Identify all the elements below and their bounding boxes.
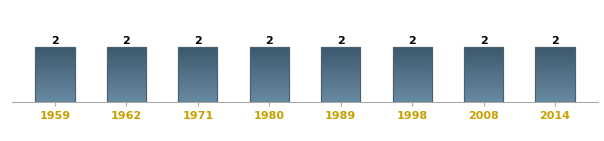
Bar bbox=[321, 47, 361, 102]
Text: 2: 2 bbox=[51, 36, 59, 46]
Text: 2: 2 bbox=[408, 36, 416, 46]
Bar bbox=[35, 47, 75, 102]
Text: 2: 2 bbox=[551, 36, 559, 46]
Bar bbox=[393, 47, 432, 102]
Text: 2: 2 bbox=[337, 36, 345, 46]
Bar bbox=[107, 47, 146, 102]
Bar bbox=[107, 47, 146, 102]
Text: 2: 2 bbox=[265, 36, 273, 46]
Bar bbox=[393, 47, 432, 102]
Bar bbox=[535, 47, 575, 102]
Bar bbox=[249, 47, 289, 102]
Text: 2: 2 bbox=[123, 36, 130, 46]
Bar bbox=[321, 47, 361, 102]
Bar bbox=[35, 47, 75, 102]
Text: 2: 2 bbox=[480, 36, 487, 46]
Bar bbox=[249, 47, 289, 102]
Bar bbox=[464, 47, 503, 102]
Bar bbox=[535, 47, 575, 102]
Text: 2: 2 bbox=[194, 36, 202, 46]
Bar bbox=[464, 47, 503, 102]
Bar bbox=[178, 47, 217, 102]
Bar bbox=[178, 47, 217, 102]
